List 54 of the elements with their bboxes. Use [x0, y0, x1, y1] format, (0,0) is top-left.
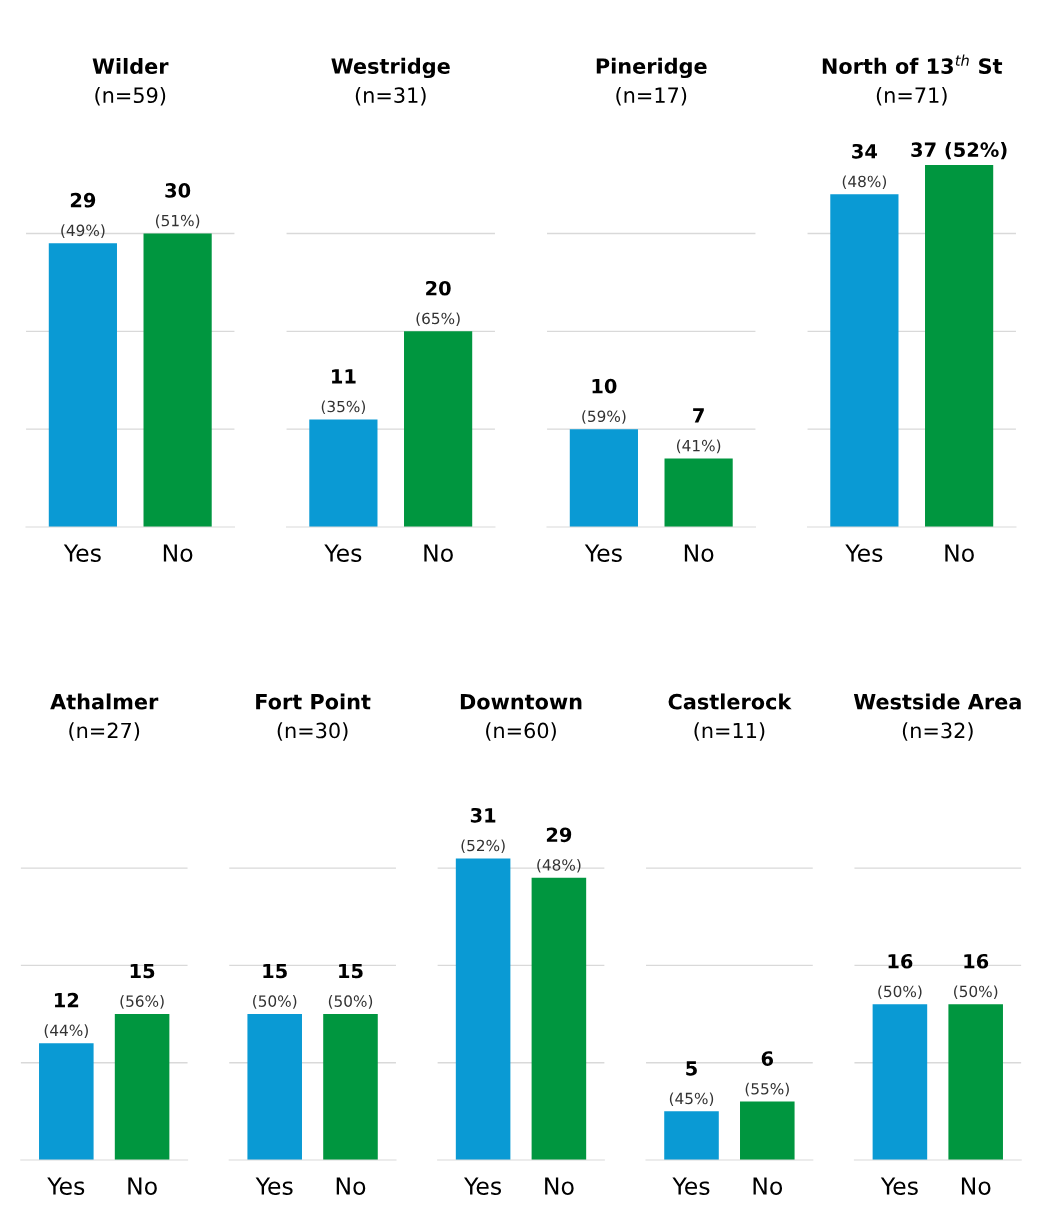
data-label: 16 (50%)	[878, 953, 922, 999]
x-tick-label: Yes	[47, 1177, 85, 1195]
x-tick-label: No	[753, 1177, 783, 1195]
x-tick-label: No	[424, 544, 453, 562]
data-label: 16 (50%)	[954, 953, 998, 999]
data-label: 6 (55%)	[745, 1051, 789, 1097]
x-tick-label: Yes	[584, 544, 622, 562]
data-label: 10 (59%)	[582, 378, 626, 424]
chart-subtitle: (n=60)	[486, 722, 556, 741]
chart-title: Pineridge	[596, 57, 707, 79]
chart-title: Wilder	[92, 57, 169, 75]
chart-subtitle: (n=30)	[277, 722, 348, 741]
x-tick-label: No	[961, 1177, 991, 1195]
chart-title: Westside Area	[853, 693, 1021, 710]
chart-subtitle: (n=71)	[876, 86, 947, 106]
x-tick-label: No	[945, 544, 974, 562]
chart-subtitle: (n=17)	[616, 86, 687, 106]
data-label: 31 (52%)	[461, 807, 505, 854]
x-tick-label: Yes	[845, 544, 883, 562]
x-tick-label: Yes	[464, 1177, 502, 1195]
chart-title: Castlerock	[668, 693, 792, 710]
x-tick-label: Yes	[672, 1177, 710, 1195]
chart-title: North of 13$^{th}$ St	[822, 54, 1003, 74]
x-tick-label: Yes	[255, 1177, 293, 1195]
chart-title: Fort Point	[256, 693, 371, 710]
data-label: 15 (56%)	[120, 963, 164, 1009]
data-label: 11 (35%)	[321, 369, 366, 415]
x-tick-label: No	[336, 1177, 366, 1195]
chart-title: Westridge	[331, 57, 450, 79]
x-tick-label: Yes	[880, 1177, 918, 1195]
data-label: 20 (65%)	[416, 280, 460, 326]
chart-subtitle: (n=31)	[355, 86, 426, 106]
x-tick-label: No	[545, 1177, 574, 1195]
data-label: 5 (45%)	[669, 1061, 714, 1107]
data-label: 7 (41%)	[676, 408, 721, 454]
data-label: 29 (49%)	[61, 192, 105, 238]
chart-subtitle: (n=27)	[69, 722, 140, 741]
data-label: 15 (50%)	[253, 963, 297, 1009]
x-tick-label: Yes	[324, 544, 362, 562]
data-label: 12 (44%)	[44, 992, 88, 1038]
data-label: 30 (51%)	[155, 183, 200, 229]
chart-subtitle: (n=59)	[95, 86, 166, 106]
chart-title: Downtown	[460, 694, 582, 710]
data-label: 29 (48%)	[537, 827, 581, 873]
chart-title: Athalmer	[50, 693, 159, 710]
x-tick-label: No	[684, 544, 714, 562]
x-tick-label: No	[128, 1177, 157, 1195]
data-label: 15 (50%)	[328, 963, 373, 1009]
x-tick-label: Yes	[63, 544, 101, 562]
data-label: 37 (52%)	[911, 142, 1007, 160]
chart-subtitle: (n=11)	[694, 722, 765, 741]
data-label: 34 (48%)	[842, 143, 887, 190]
chart-subtitle: (n=32)	[902, 722, 973, 741]
x-tick-label: No	[163, 544, 193, 562]
